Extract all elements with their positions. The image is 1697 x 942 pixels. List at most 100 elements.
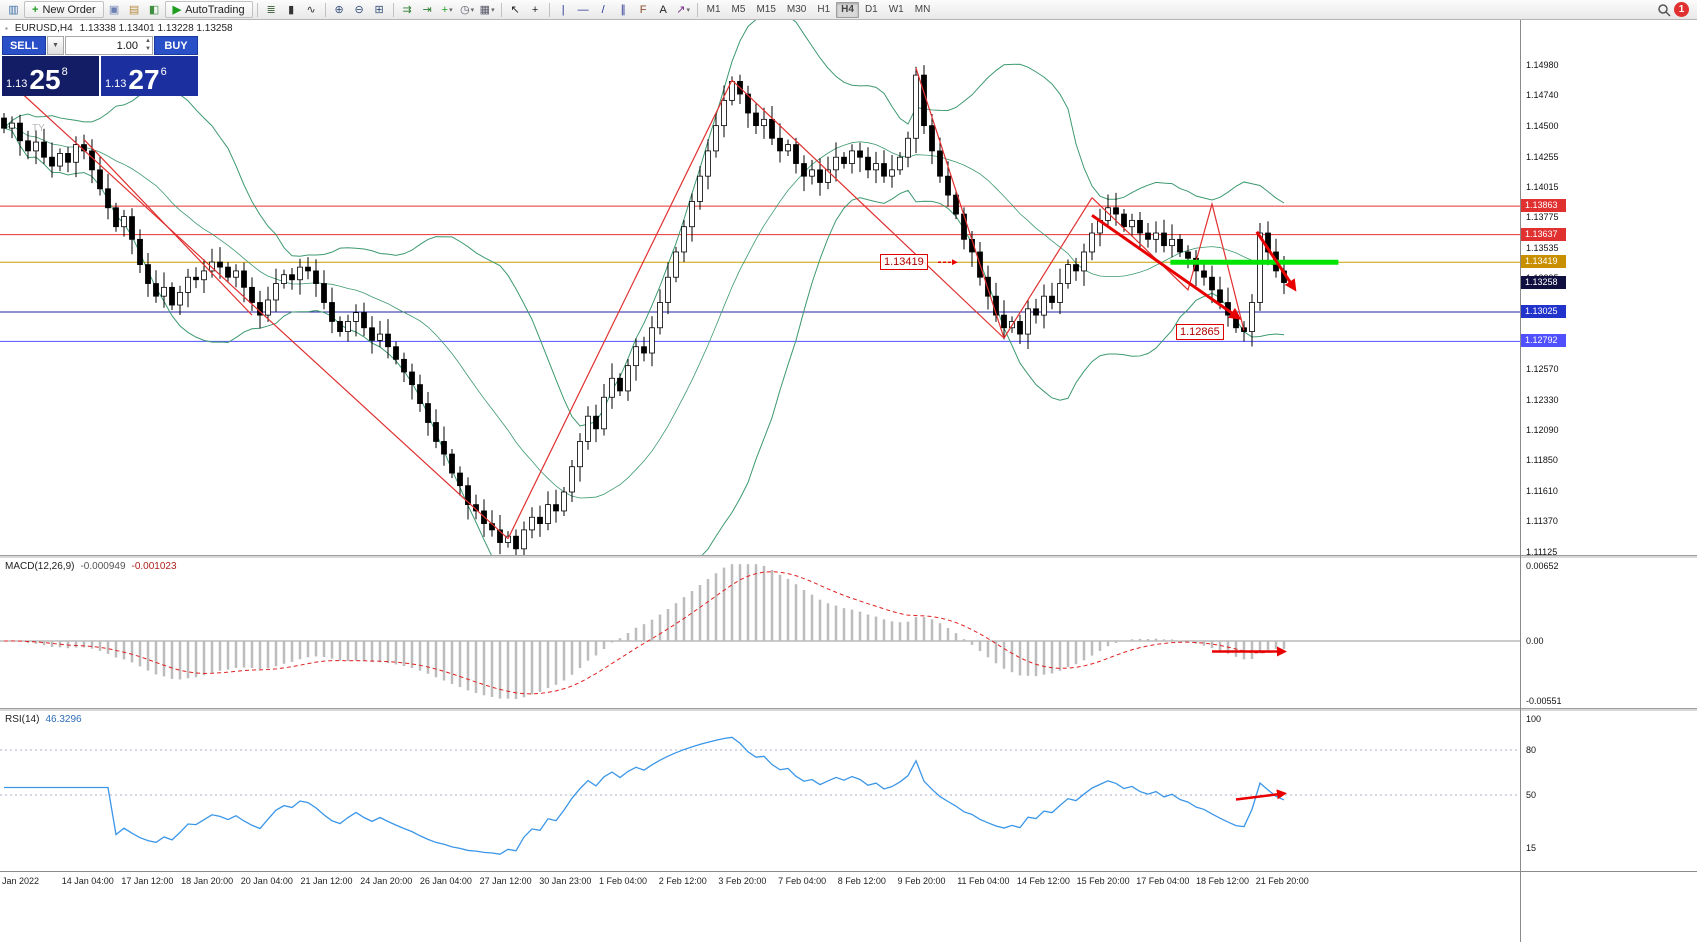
time-axis-label: 7 Feb 04:00 (778, 876, 827, 886)
timeframe-h4-button[interactable]: H4 (836, 1, 859, 18)
toolbar-separator (392, 2, 394, 17)
templates-icon[interactable]: ▦ ▾ (479, 4, 495, 16)
rsi-scale-tick: 15 (1526, 842, 1537, 853)
time-axis[interactable]: Jan 2022 14 Jan 04:00 17 Jan 12:00 18 Jan 2… (0, 871, 1697, 893)
timeframe-m5-button[interactable]: M5 (731, 4, 746, 15)
time-axis-label: 17 Feb 04:00 (1136, 876, 1190, 886)
price-level-box: 1.13258 (1521, 275, 1566, 289)
zoom-out-icon[interactable]: ⊖ (354, 4, 364, 16)
buy-price-big: 27 (128, 64, 160, 95)
panel-divider[interactable] (0, 555, 1697, 559)
time-axis-label: 30 Jan 23:00 (539, 876, 592, 886)
timeframe-m30-button[interactable]: M30 (786, 4, 807, 15)
buy-price-button[interactable]: 1.13 27 6 (101, 56, 198, 96)
time-axis-label: 15 Feb 20:00 (1076, 876, 1130, 886)
macd-panel[interactable]: MACD(12,26,9) -0.000949 -0.001023 (0, 559, 1520, 708)
macd-scale-tick: 0.00652 (1526, 561, 1559, 571)
vertical-line-icon[interactable]: | (561, 3, 565, 16)
rsi-scale-tick: 80 (1526, 745, 1537, 755)
auto-scroll-icon[interactable]: ⇉ (402, 4, 412, 16)
timeframe-m1-button[interactable]: M1 (706, 4, 721, 15)
search-icon[interactable] (1654, 1, 1673, 18)
timeframe-m15-button[interactable]: M15 (756, 4, 776, 15)
volume-dropdown-button[interactable]: ▼ (47, 36, 64, 55)
buy-price-pip: 6 (160, 66, 167, 78)
tile-windows-icon[interactable]: ⊞ (374, 4, 384, 16)
rsi-scale-tick: 50 (1526, 790, 1537, 800)
macd-label: MACD(12,26,9) -0.000949 -0.001023 (5, 561, 177, 572)
bar-chart-icon[interactable]: ≣ (266, 4, 276, 16)
price-chart-area[interactable]: ▪ EURUSD,H4 1.13338 1.13401 1.13228 1.13… (0, 20, 1520, 555)
price-tick: 1.14740 (1526, 90, 1559, 101)
market-watch-icon[interactable]: ◧ (148, 4, 160, 16)
price-chart-canvas[interactable] (0, 20, 1520, 555)
timeframe-w1-button[interactable]: W1 (888, 4, 904, 15)
chart-window-icon[interactable]: ▣ (108, 4, 120, 16)
time-axis-label: 27 Jan 12:00 (479, 876, 532, 886)
time-axis-label: 2 Feb 12:00 (658, 876, 707, 886)
new-order-button[interactable]: + New Order (24, 1, 104, 18)
fibonacci-icon[interactable]: F (639, 3, 647, 16)
macd-scale-tick: 0.00 (1526, 636, 1544, 646)
trendline-icon[interactable]: / (601, 3, 605, 16)
price-tick: 1.14015 (1526, 181, 1559, 192)
price-tick: 1.13535 (1526, 242, 1559, 253)
timeframe-h1-button[interactable]: H1 (817, 4, 831, 15)
time-axis-label: 3 Feb 20:00 (718, 876, 767, 886)
toolbar-separator (548, 2, 550, 17)
candlestick-chart-icon[interactable]: ▮ (288, 4, 295, 16)
rsi-canvas[interactable] (0, 712, 1520, 871)
time-axis-label: 9 Feb 20:00 (897, 876, 946, 886)
arrows-icon[interactable]: ↗ ▾ (676, 4, 690, 16)
time-axis-label: 18 Feb 12:00 (1196, 876, 1250, 886)
time-axis-label: 21 Jan 12:00 (300, 876, 353, 886)
sell-price-pip: 8 (61, 66, 68, 78)
horizontal-line-icon[interactable]: — (577, 3, 589, 16)
macd-canvas[interactable] (0, 559, 1520, 708)
price-tick: 1.14980 (1526, 60, 1559, 70)
macd-name: MACD(12,26,9) (5, 561, 75, 572)
indicators-icon[interactable]: + ▾ (441, 3, 453, 16)
volume-input[interactable]: 1.00 ▲ ▼ (65, 36, 153, 55)
buy-button[interactable]: BUY (154, 36, 198, 55)
channel-icon[interactable]: ∥ (620, 4, 626, 16)
sell-price-button[interactable]: 1.13 25 8 (2, 56, 99, 96)
timeframe-d1-button[interactable]: D1 (864, 4, 878, 15)
terminal-logo-icon[interactable]: ▥ (8, 4, 19, 16)
volume-value: 1.00 (116, 39, 138, 52)
text-label-icon[interactable]: A (659, 3, 667, 16)
price-tick: 1.12330 (1526, 394, 1559, 405)
price-tick: 1.11125 (1526, 547, 1558, 557)
panel-divider[interactable] (0, 708, 1697, 712)
time-axis-label: 17 Jan 12:00 (121, 876, 174, 886)
rsi-panel[interactable]: RSI(14) 46.3296 (0, 712, 1520, 871)
chart-shift-icon[interactable]: ⇥ (422, 4, 432, 16)
timeframe-mn-button[interactable]: MN (914, 4, 931, 15)
symbol-name: EURUSD,H4 (14, 23, 73, 34)
price-level-box: 1.13025 (1521, 304, 1566, 318)
zoom-in-icon[interactable]: ⊕ (334, 4, 344, 16)
profiles-icon[interactable]: ▤ (128, 4, 140, 16)
crosshair-icon[interactable]: + (531, 3, 539, 16)
toolbar-separator (324, 2, 326, 17)
price-tick: 1.13775 (1526, 212, 1559, 223)
toolbar-separator (500, 2, 502, 17)
periods-icon[interactable]: ◷ ▾ (460, 4, 475, 16)
time-axis-label: 20 Jan 04:00 (240, 876, 293, 886)
price-scale[interactable]: 1.14980 1.14740 1.14500 1.14255 1.14015 1.137… (1520, 20, 1697, 942)
time-axis-label: 14 Feb 12:00 (1016, 876, 1070, 886)
spin-down-icon[interactable]: ▼ (145, 46, 151, 52)
autotrading-button[interactable]: ▶ AutoTrading (164, 1, 253, 18)
spin-up-icon[interactable]: ▲ (145, 38, 151, 44)
one-click-trading-panel: SELL ▼ 1.00 ▲ ▼ BUY 1.13 25 (2, 36, 198, 96)
notification-badge[interactable]: 1 (1674, 2, 1689, 17)
cursor-icon[interactable]: ↖ (510, 4, 520, 16)
line-chart-icon[interactable]: ∿ (306, 4, 316, 16)
price-tick: 1.12090 (1526, 425, 1559, 436)
price-tick: 1.14255 (1526, 151, 1559, 162)
sell-button[interactable]: SELL (2, 36, 46, 55)
toolbar-separator (256, 2, 258, 17)
symbol-info: ▪ EURUSD,H4 1.13338 1.13401 1.13228 1.13… (5, 23, 233, 34)
volume-spinner[interactable]: ▲ ▼ (145, 37, 151, 53)
